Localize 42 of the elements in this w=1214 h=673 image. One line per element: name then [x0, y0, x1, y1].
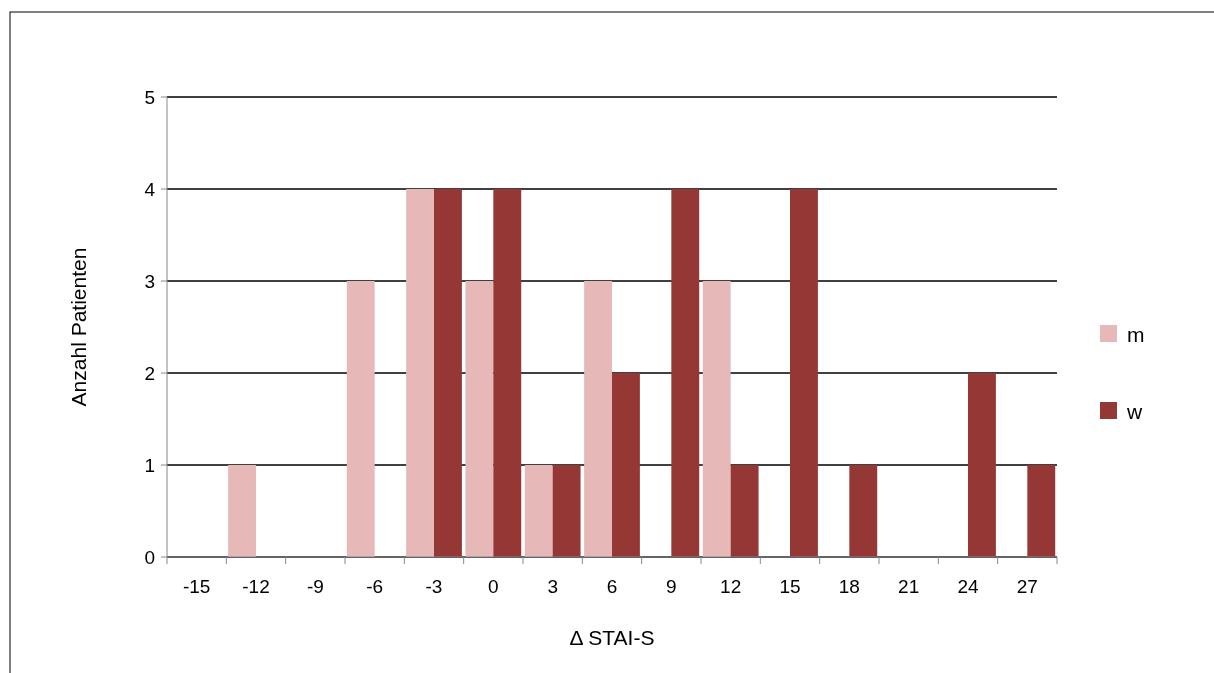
x-tick-label: 12: [720, 576, 742, 597]
x-axis-title: Δ STAI-S: [569, 626, 655, 649]
y-tick-label: 1: [144, 454, 155, 476]
y-tick-label: 5: [144, 86, 155, 108]
x-tick-label: 18: [838, 576, 860, 597]
legend-label: w: [1126, 400, 1143, 424]
x-tick-label: -12: [242, 576, 270, 597]
bar: [1027, 465, 1056, 557]
x-tick-label: -3: [425, 576, 443, 597]
bar: [346, 281, 375, 557]
x-tick-label: 6: [606, 576, 618, 597]
y-tick-label: 0: [144, 546, 155, 568]
legend-label: m: [1127, 323, 1145, 347]
y-tick-label: 3: [144, 270, 155, 292]
bar: [524, 465, 553, 557]
x-tick-label: 15: [779, 576, 801, 597]
bar: [406, 189, 434, 557]
x-tick-label: -9: [306, 576, 324, 597]
bar: [465, 281, 494, 557]
bar: [968, 373, 996, 557]
bar: [849, 465, 878, 557]
bar: [584, 281, 612, 557]
bar: [434, 189, 462, 557]
x-tick-label: 9: [666, 576, 677, 597]
bar: [612, 373, 640, 557]
y-tick-label: 4: [144, 178, 156, 200]
x-tick-label: 3: [547, 576, 558, 597]
x-tick-label: -15: [182, 576, 211, 597]
bar: [790, 189, 818, 557]
x-tick-label: 21: [898, 576, 920, 597]
y-tick-label: 2: [144, 362, 155, 384]
x-tick-label: 27: [1016, 576, 1038, 597]
x-tick-label: -6: [366, 576, 384, 597]
bar: [730, 465, 759, 557]
bar: [702, 281, 731, 557]
bar: [493, 189, 522, 557]
bar: [228, 465, 256, 557]
x-tick-label: 24: [957, 576, 979, 597]
x-tick-label: 0: [488, 576, 499, 597]
bar: [552, 465, 581, 557]
bar: [671, 189, 700, 557]
y-axis-title: Anzahl Patienten: [67, 247, 90, 407]
